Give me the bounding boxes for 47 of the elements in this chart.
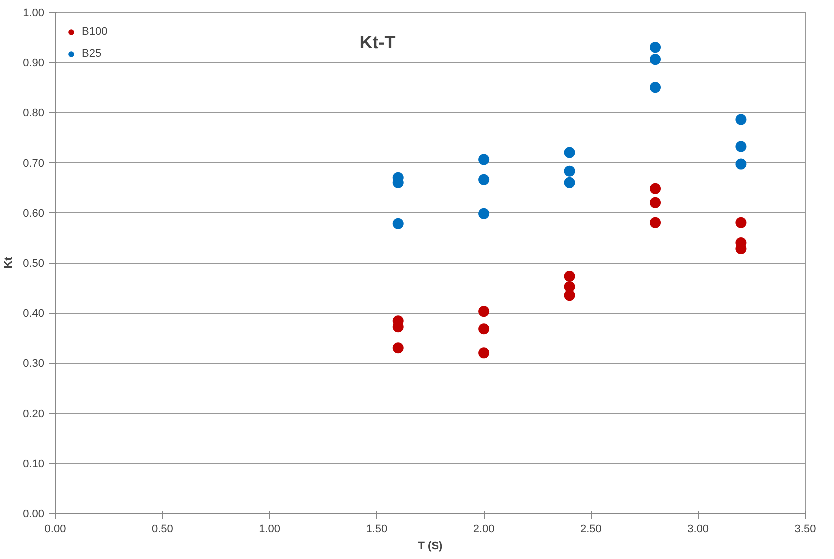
y-tick-label: 0.50: [23, 258, 45, 270]
point: [736, 217, 747, 228]
point: [478, 348, 490, 359]
y-tick-label: 0.10: [23, 458, 45, 470]
y-tick-label: 0.90: [23, 58, 45, 70]
y-tick-label: 0.20: [23, 408, 45, 420]
x-tick-label: 0.50: [152, 524, 174, 536]
point: [736, 158, 747, 170]
point: [478, 324, 490, 335]
point: [564, 166, 576, 177]
point: [478, 306, 490, 318]
text: Kt-T: [360, 32, 396, 53]
point: [564, 177, 576, 188]
point: [564, 271, 576, 282]
point: [478, 174, 490, 186]
point: [650, 183, 661, 194]
x-axis-title: T (S): [418, 540, 444, 552]
point: [564, 147, 576, 158]
x-tick-label: 3.50: [794, 524, 816, 536]
point: [650, 217, 661, 228]
y-tick-label: 0.60: [23, 208, 45, 220]
legend-label: B100: [82, 26, 108, 38]
x-tick-label: 2.00: [473, 524, 495, 536]
point: [736, 141, 747, 152]
y-tick-label: 1.00: [23, 8, 45, 20]
point: [650, 82, 661, 94]
legend-label: B25: [82, 48, 102, 60]
x-tick-label: 1.00: [259, 524, 281, 536]
x-tick-label: 3.00: [688, 524, 710, 536]
y-tick-label: 0.00: [23, 508, 45, 520]
y-tick-label: 0.70: [23, 158, 45, 170]
point: [392, 218, 404, 230]
point: [478, 208, 490, 220]
x-tick-label: 2.50: [580, 524, 602, 536]
x-tick-label: 0.00: [44, 524, 66, 536]
point: [564, 290, 576, 302]
point: [478, 154, 490, 166]
point: [736, 114, 747, 126]
x-tick-label: 1.50: [366, 524, 388, 536]
y-axis-title: Kt: [3, 256, 16, 269]
point: [392, 342, 404, 354]
y-tick-label: 0.80: [23, 108, 45, 120]
point: [650, 197, 661, 208]
y-tick-label: 0.40: [23, 308, 45, 320]
point: [650, 54, 661, 66]
y-tick-label: 0.30: [23, 358, 45, 370]
point: [650, 42, 661, 54]
